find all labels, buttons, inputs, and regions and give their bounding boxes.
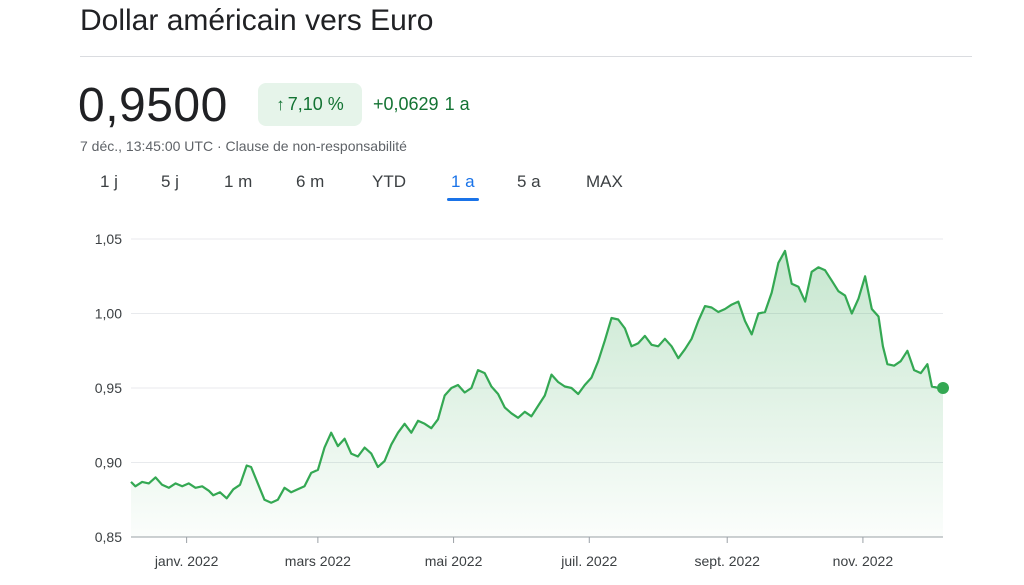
tab-1-year[interactable]: 1 a: [447, 172, 479, 201]
percent-change-badge: ↑ 7,10 %: [258, 83, 362, 126]
tab-5-years[interactable]: 5 a: [517, 172, 541, 191]
page-title: Dollar américain vers Euro: [80, 4, 434, 37]
x-tick-label: janv. 2022: [154, 553, 219, 569]
y-tick-label: 0,85: [95, 529, 122, 545]
y-tick-label: 1,00: [95, 306, 122, 322]
arrow-up-icon: ↑: [276, 94, 285, 114]
y-tick-label: 0,90: [95, 455, 122, 471]
timestamp: 7 déc., 13:45:00 UTC: [80, 138, 214, 154]
percent-change-value: 7,10 %: [287, 94, 344, 114]
tab-5-days[interactable]: 5 j: [161, 172, 179, 191]
timestamp-line: 7 déc., 13:45:00 UTC · Clause de non-res…: [80, 138, 407, 154]
header-divider: [80, 56, 972, 57]
tab-1-day[interactable]: 1 j: [100, 172, 118, 191]
disclaimer-link[interactable]: Clause de non-responsabilité: [225, 138, 407, 154]
current-price: 0,9500: [78, 79, 228, 132]
series-line: [130, 249, 943, 504]
tab-6-months[interactable]: 6 m: [296, 172, 325, 191]
tab-1-month[interactable]: 1 m: [224, 172, 253, 191]
x-tick-label: mai 2022: [425, 553, 483, 569]
x-tick-label: nov. 2022: [833, 553, 894, 569]
absolute-change-period: 1 a: [444, 94, 470, 114]
absolute-change: +0,0629 1 a: [373, 94, 476, 115]
separator-dot: ·: [213, 138, 226, 154]
last-value-point: [937, 382, 949, 394]
tab-max[interactable]: MAX: [586, 172, 623, 191]
x-tick-label: mars 2022: [285, 553, 351, 569]
y-tick-label: 1,05: [95, 231, 122, 247]
series-area-fill: [131, 250, 943, 537]
y-tick-label: 0,95: [95, 380, 122, 396]
absolute-change-value: +0,0629: [373, 94, 439, 114]
x-tick-label: sept. 2022: [695, 553, 761, 569]
x-tick-label: juil. 2022: [560, 553, 617, 569]
tab-ytd[interactable]: YTD: [372, 172, 406, 191]
